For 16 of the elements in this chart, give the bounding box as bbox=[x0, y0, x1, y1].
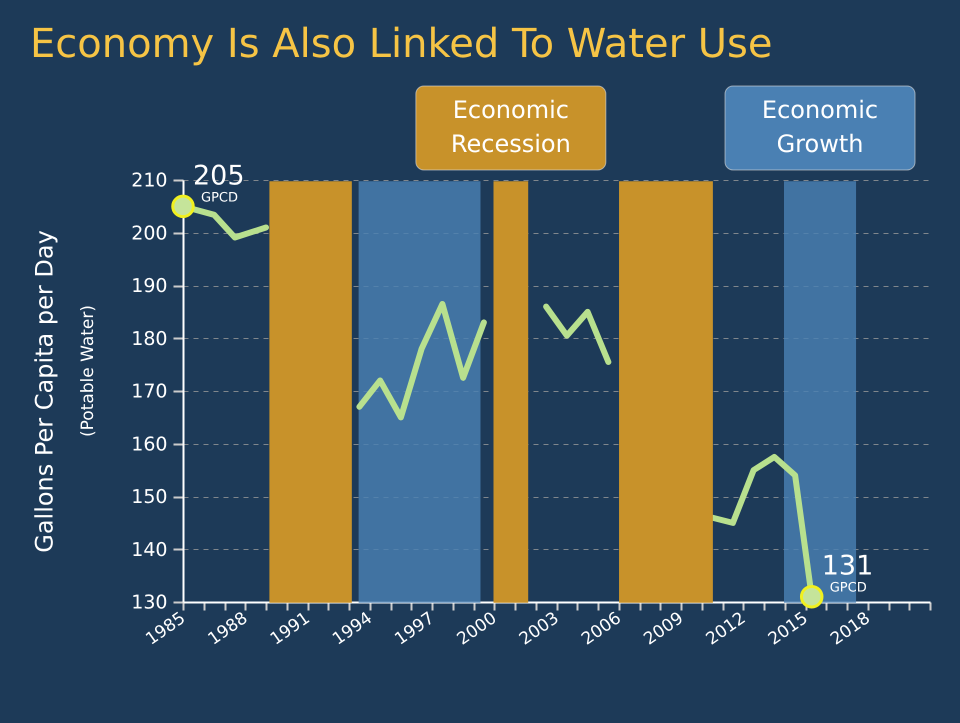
band-label: Economic Recession bbox=[450, 96, 571, 158]
y-axis-title: Gallons Per Capita per Day bbox=[30, 230, 58, 553]
chart-title: Economy Is Also Linked To Water Use bbox=[30, 21, 772, 67]
text: (Potable Water) bbox=[78, 304, 98, 438]
y-tick-label: 190 bbox=[131, 275, 168, 297]
band-label: Economic Growth bbox=[762, 96, 878, 158]
y-tick-label: 210 bbox=[131, 170, 168, 192]
y-tick-label: 140 bbox=[131, 538, 168, 561]
y-tick-label: 160 bbox=[131, 433, 168, 456]
y-tick-label: 170 bbox=[131, 380, 168, 402]
annotation: 131 GPCD bbox=[822, 550, 874, 596]
y-tick-label: 200 bbox=[131, 222, 168, 244]
y-tick-label: 180 bbox=[131, 328, 168, 350]
y-tick-label: 130 bbox=[131, 592, 168, 614]
y-tick-label: 150 bbox=[131, 486, 168, 508]
annotation: 205 GPCD bbox=[193, 160, 245, 206]
